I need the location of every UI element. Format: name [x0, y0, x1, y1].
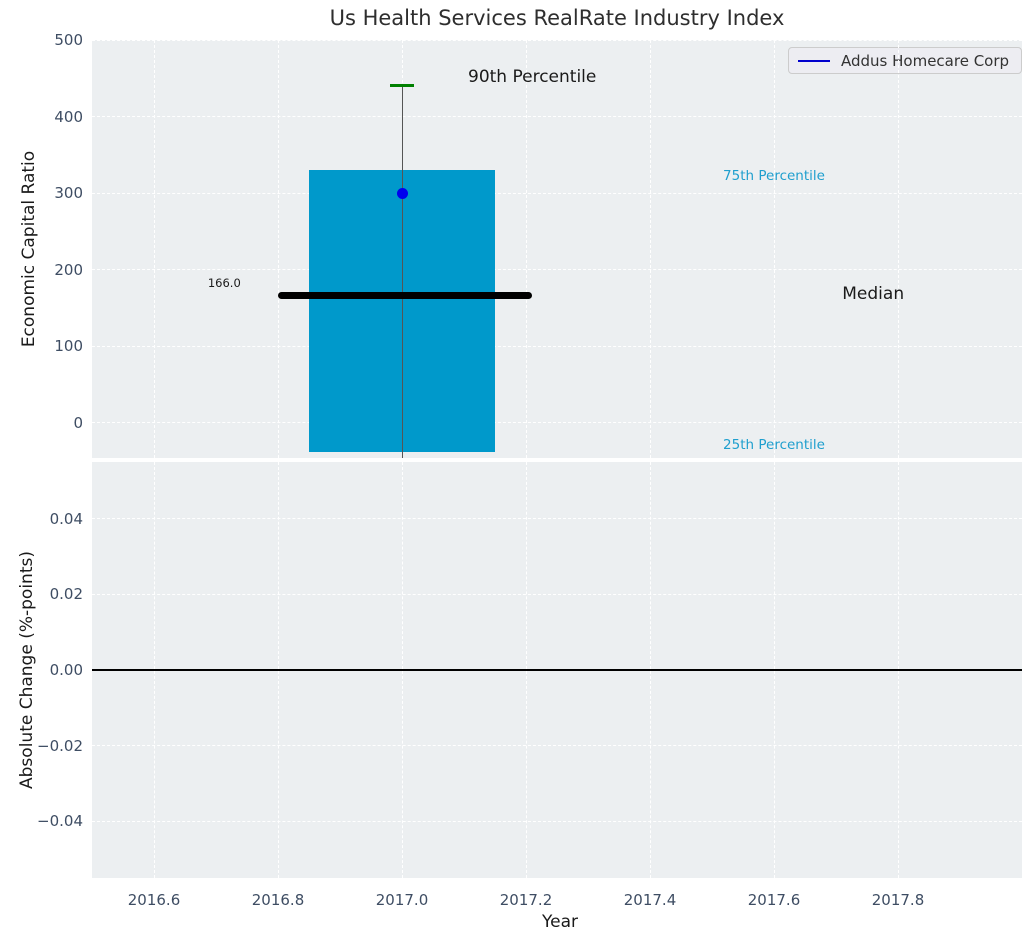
- x-tick-label: 2017.2: [499, 891, 553, 909]
- y-tick-label: 0.00: [49, 661, 83, 679]
- top-subplot: [92, 40, 1022, 458]
- gridline-horizontal: [92, 39, 1022, 41]
- legend-line-sample: [798, 59, 830, 62]
- y-tick-label: −0.02: [37, 736, 83, 755]
- y-tick-label: 0.04: [49, 509, 83, 528]
- y-axis-label-bottom: Absolute Change (%-points): [17, 551, 37, 789]
- gridline-horizontal: [92, 116, 1022, 118]
- gridline-horizontal: [92, 518, 1022, 520]
- legend-label: Addus Homecare Corp: [841, 51, 1010, 70]
- y-tick-label: 500: [54, 31, 83, 49]
- x-tick-label: 2017.0: [375, 891, 429, 909]
- y-tick-label: −0.04: [37, 812, 83, 831]
- legend: Addus Homecare Corp: [788, 47, 1023, 74]
- x-tick-label: 2017.4: [623, 891, 677, 909]
- x-tick-label: 2016.6: [127, 891, 181, 909]
- annotation-75th-percentile: 75th Percentile: [723, 168, 825, 185]
- x-tick-label: 2017.6: [747, 891, 801, 909]
- gridline-vertical: [649, 40, 651, 458]
- x-axis-label: Year: [542, 912, 578, 932]
- p90-cap: [389, 84, 415, 88]
- y-axis-label-top: Economic Capital Ratio: [19, 150, 39, 348]
- gridline-vertical: [897, 40, 899, 458]
- gridline-horizontal: [92, 422, 1022, 424]
- gridline-horizontal: [92, 820, 1022, 822]
- annotation-90th-percentile: 90th Percentile: [468, 66, 597, 87]
- annotation-median: Median: [842, 284, 905, 305]
- y-tick-label: 0: [73, 413, 83, 432]
- gridline-horizontal: [92, 593, 1022, 595]
- x-tick-label: 2016.8: [251, 891, 305, 909]
- company-marker: [396, 187, 408, 199]
- gridline-horizontal: [92, 745, 1022, 747]
- gridline-vertical: [153, 40, 155, 458]
- gridline-vertical: [277, 40, 279, 458]
- x-tick-label: 2017.8: [871, 891, 925, 909]
- y-tick-label: 400: [54, 107, 83, 126]
- gridline-horizontal: [92, 345, 1022, 347]
- annotation-166-0: 166.0: [207, 275, 241, 290]
- y-tick-label: 200: [54, 260, 83, 279]
- y-tick-label: 0.02: [49, 585, 83, 604]
- median-line: [278, 292, 533, 300]
- gridline-horizontal: [92, 192, 1022, 194]
- gridline-horizontal: [92, 269, 1022, 271]
- y-tick-label: 100: [54, 337, 83, 356]
- zero-line: [92, 669, 1022, 671]
- gridline-vertical: [525, 40, 527, 458]
- annotation-25th-percentile: 25th Percentile: [723, 436, 825, 453]
- y-tick-label: 300: [54, 184, 83, 203]
- chart-title: Us Health Services RealRate Industry Ind…: [329, 6, 785, 30]
- whisker-line: [401, 85, 403, 458]
- gridline-vertical: [773, 40, 775, 458]
